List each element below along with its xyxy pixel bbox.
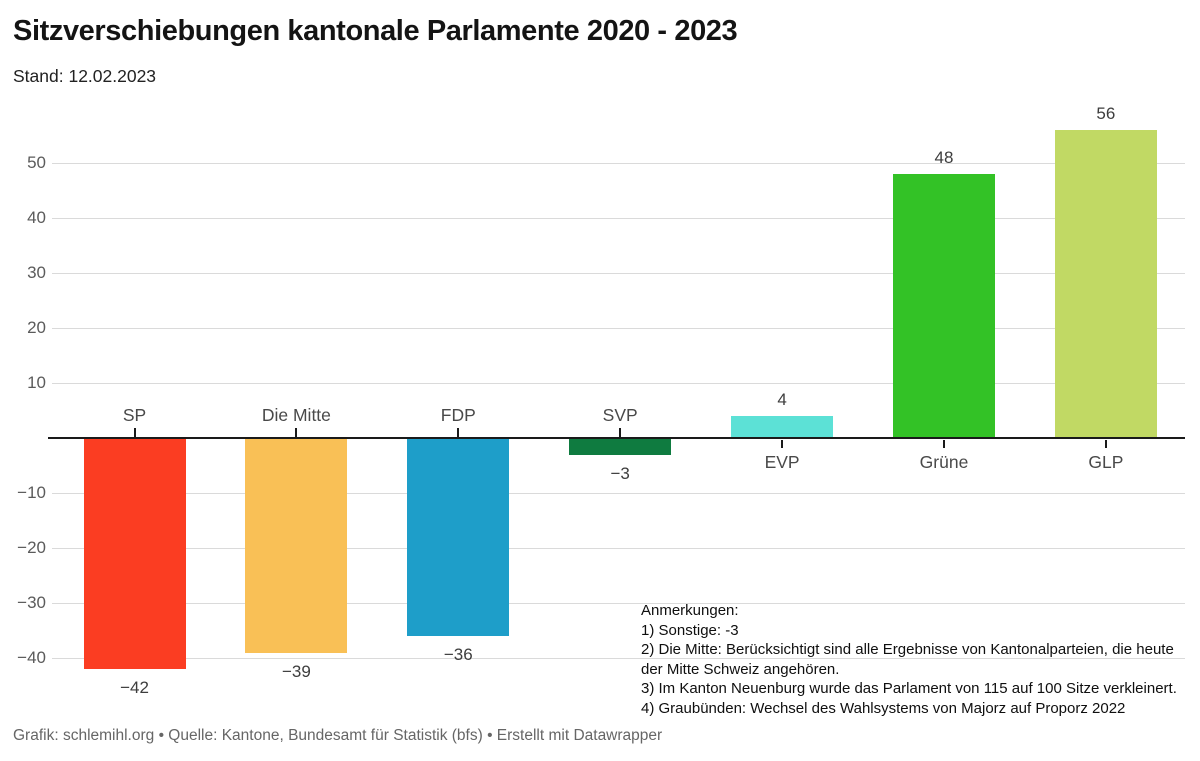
gridline-y-50 (52, 162, 1185, 164)
y-axis-label-40: 40 (27, 208, 46, 227)
bar-svp[interactable] (569, 438, 672, 455)
gridline-y--10 (52, 492, 1185, 494)
category-label-die-mitte: Die Mitte (261, 405, 331, 425)
x-tick-sp (133, 428, 136, 437)
x-tick-fdp (457, 428, 460, 437)
chart-title: Sitzverschiebungen kantonale Parlamente … (13, 15, 738, 47)
bar-die-mitte[interactable] (245, 438, 348, 653)
y-axis-label--20: −20 (17, 538, 46, 557)
bar-gr-ne[interactable] (893, 174, 995, 438)
y-axis-label--30: −30 (17, 593, 46, 612)
value-label-fdp: −36 (443, 645, 473, 664)
annotation-note: 1) Sonstige: -3 (641, 621, 739, 639)
y-axis-label-20: 20 (27, 318, 46, 337)
annotations-block: Anmerkungen: 1) Sonstige: -3 2) Die Mitt… (641, 601, 1198, 718)
value-label-glp: 56 (1096, 104, 1116, 123)
category-label-sp: SP (122, 405, 147, 425)
gridline-y-40 (52, 217, 1185, 219)
bar-sp[interactable] (83, 438, 186, 669)
y-axis-label-50: 50 (27, 153, 46, 172)
category-label-gr-ne: Grüne (919, 452, 969, 472)
value-label-die-mitte: −39 (281, 661, 311, 681)
bar-evp[interactable] (731, 416, 834, 438)
x-tick-svp (619, 428, 622, 437)
value-label-gr-ne: 48 (934, 148, 954, 167)
x-tick-evp (781, 440, 784, 448)
category-label-glp: GLP (1088, 452, 1124, 472)
category-label-svp: SVP (602, 405, 638, 425)
value-label-evp: 4 (777, 390, 787, 409)
annotation-note: 2) Die Mitte: Berücksichtigt sind alle E… (641, 641, 1174, 678)
annotations-heading: Anmerkungen: (641, 602, 739, 619)
annotation-note: 4) Graubünden: Wechsel des Wahlsystems v… (641, 699, 1126, 717)
gridline-y--20 (52, 547, 1185, 549)
x-tick-glp (1104, 440, 1107, 448)
bar-fdp[interactable] (407, 438, 510, 636)
gridline-y--40 (52, 657, 1185, 659)
gridline-y-10 (52, 382, 1185, 384)
y-axis-label--10: −10 (17, 483, 46, 502)
x-tick-die-mitte (295, 428, 298, 437)
bar-glp[interactable] (1054, 130, 1157, 438)
x-tick-gr-ne (943, 440, 945, 448)
category-label-evp: EVP (764, 452, 800, 472)
gridline-y-30 (52, 272, 1185, 274)
value-label-sp: −42 (120, 678, 149, 697)
zero-axis-line (48, 437, 1185, 439)
gridline-y--30 (52, 602, 1185, 604)
y-axis-label-10: 10 (27, 373, 46, 392)
value-label-svp: −3 (610, 463, 630, 483)
annotation-note: 3) Im Kanton Neuenburg wurde das Parlame… (641, 680, 1177, 697)
y-axis-label-30: 30 (27, 263, 46, 282)
chart-subtitle: Stand: 12.02.2023 (13, 66, 157, 86)
chart-footer-byline: Grafik: schlemihl.org • Quelle: Kantone,… (13, 727, 663, 744)
category-label-fdp: FDP (440, 405, 476, 425)
y-axis-label--40: −40 (17, 648, 46, 667)
gridline-y-20 (52, 327, 1185, 329)
